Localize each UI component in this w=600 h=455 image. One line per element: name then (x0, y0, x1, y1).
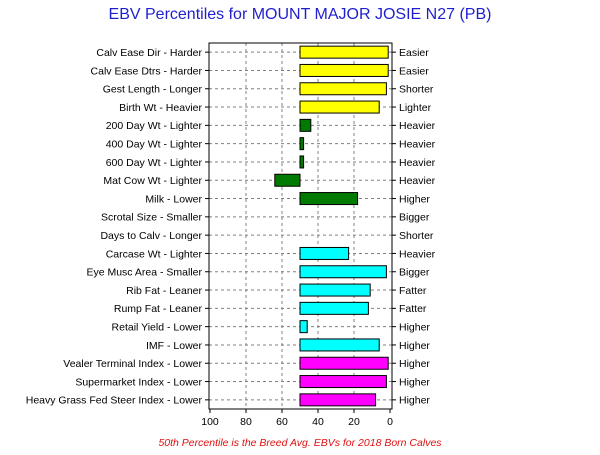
bar (299, 338, 380, 352)
direction-label: Fatter (399, 285, 427, 297)
bar (299, 137, 305, 151)
direction-label: Heavier (399, 138, 436, 150)
category-label: IMF - Lower (146, 340, 203, 352)
bar (299, 320, 308, 334)
category-label: Days to Calv - Longer (100, 230, 202, 242)
x-tick-label: 60 (276, 416, 288, 428)
category-label: 400 Day Wt - Lighter (106, 138, 203, 150)
direction-label: Higher (399, 358, 430, 370)
bar (299, 356, 389, 370)
x-tick-label: 80 (240, 416, 252, 428)
direction-label: Shorter (399, 84, 434, 96)
direction-label: Heavier (399, 157, 436, 169)
direction-label: Lighter (399, 102, 432, 114)
direction-label: Heavier (399, 120, 436, 132)
category-label: Carcase Wt - Lighter (106, 248, 203, 260)
direction-label: Bigger (399, 267, 430, 279)
direction-label: Easier (399, 47, 429, 59)
bar (299, 192, 359, 206)
bar (299, 100, 380, 114)
x-tick-label: 20 (348, 416, 360, 428)
bar (299, 393, 377, 407)
category-label: Scrotal Size - Smaller (101, 212, 202, 224)
category-label: Birth Wt - Heavier (119, 102, 202, 114)
bar (299, 63, 389, 77)
labels: 100 80 60 40 20 0 Calv Ease Dir - Harder Easier… (26, 47, 436, 428)
category-label: 200 Day Wt - Lighter (106, 120, 203, 132)
direction-label: Shorter (399, 230, 434, 242)
category-label: Rump Fat - Leaner (114, 303, 203, 315)
direction-label: Easier (399, 65, 429, 77)
direction-label: Higher (399, 376, 430, 388)
chart-footnote: 50th Percentile is the Breed Avg. EBVs f… (158, 437, 442, 449)
bar (299, 155, 305, 169)
bar (299, 265, 387, 279)
category-label: Retail Yield - Lower (112, 321, 203, 333)
category-label: Gest Length - Longer (103, 84, 203, 96)
bar (299, 45, 389, 59)
bar (274, 173, 301, 187)
category-label: Mat Cow Wt - Lighter (103, 175, 202, 187)
bar (299, 82, 387, 96)
bar (299, 118, 312, 132)
category-label: Supermarket Index - Lower (75, 376, 202, 388)
category-label: Milk - Lower (145, 193, 202, 205)
direction-label: Bigger (399, 212, 430, 224)
chart-title: EBV Percentiles for MOUNT MAJOR JOSIE N2… (108, 6, 492, 23)
category-label: 600 Day Wt - Lighter (106, 157, 203, 169)
direction-label: Higher (399, 395, 430, 407)
direction-label: Higher (399, 321, 430, 333)
direction-label: Heavier (399, 175, 436, 187)
category-label: Calv Ease Dtrs - Harder (91, 65, 203, 77)
bar (299, 283, 371, 297)
direction-label: Heavier (399, 248, 436, 260)
x-tick-label: 100 (201, 416, 219, 428)
direction-label: Higher (399, 340, 430, 352)
category-label: Heavy Grass Fed Steer Index - Lower (26, 395, 203, 407)
direction-label: Fatter (399, 303, 427, 315)
bar (299, 246, 350, 260)
plot-frame (208, 42, 393, 410)
category-label: Rib Fat - Leaner (126, 285, 202, 297)
bars (274, 45, 389, 407)
category-label: Calv Ease Dir - Harder (96, 47, 202, 59)
bar (299, 375, 387, 389)
direction-label: Higher (399, 193, 430, 205)
x-tick-label: 0 (387, 416, 393, 428)
category-label: Eye Musc Area - Smaller (86, 267, 202, 279)
category-label: Vealer Terminal Index - Lower (63, 358, 202, 370)
x-tick-label: 40 (312, 416, 324, 428)
bar (299, 301, 369, 315)
